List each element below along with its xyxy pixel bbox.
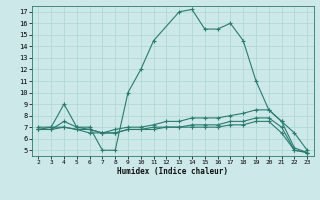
- X-axis label: Humidex (Indice chaleur): Humidex (Indice chaleur): [117, 167, 228, 176]
